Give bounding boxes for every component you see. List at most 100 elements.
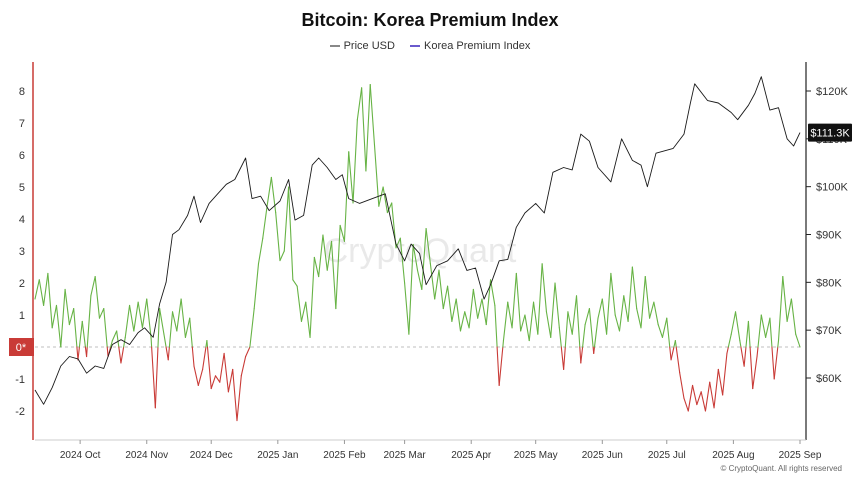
korea-premium-segment xyxy=(696,391,702,406)
left-tick-label: 7 xyxy=(19,118,25,130)
korea-premium-segment xyxy=(202,346,207,370)
legend-item-price[interactable]: Price USD xyxy=(329,40,395,52)
korea-premium-segment xyxy=(571,295,578,335)
korea-premium-segment xyxy=(739,340,742,348)
watermark-text: CryptoQuant xyxy=(324,232,517,270)
korea-premium-segment xyxy=(257,237,264,265)
korea-premium-segment xyxy=(51,304,58,329)
korea-premium-segment xyxy=(575,295,581,348)
x-tick-label: 2025 May xyxy=(514,450,558,461)
korea-premium-segment xyxy=(498,346,504,386)
korea-premium-segment xyxy=(757,314,762,348)
korea-premium-segment xyxy=(129,304,135,332)
korea-premium-segment xyxy=(520,314,526,332)
korea-premium-segment xyxy=(219,352,225,383)
korea-premium-segment xyxy=(47,272,53,329)
korea-premium-segment xyxy=(734,311,741,342)
korea-premium-segment xyxy=(687,384,694,412)
korea-premium-segment xyxy=(653,301,659,326)
x-tick-label: 2025 Feb xyxy=(323,450,366,461)
korea-premium-segment xyxy=(545,311,552,338)
korea-premium-segment xyxy=(666,317,671,348)
korea-premium-segment xyxy=(64,288,70,326)
korea-premium-segment xyxy=(563,346,566,370)
korea-premium-segment xyxy=(524,314,530,342)
korea-premium-segment xyxy=(692,384,698,406)
korea-premium-segment xyxy=(283,186,290,252)
zero-label: 0* xyxy=(16,342,27,354)
korea-premium-segment xyxy=(515,272,522,332)
korea-premium-segment xyxy=(137,301,143,329)
korea-premium-segment xyxy=(232,368,238,422)
right-tick-label: $70K xyxy=(816,325,842,337)
korea-premium-segment xyxy=(795,333,801,348)
korea-premium-segment xyxy=(558,327,562,348)
korea-premium-segment xyxy=(631,266,638,310)
korea-premium-segment xyxy=(318,234,324,278)
korea-premium-segment xyxy=(38,279,45,306)
korea-premium-segment xyxy=(730,311,737,335)
korea-premium-segment xyxy=(408,244,414,335)
korea-premium-segment xyxy=(180,298,186,338)
korea-premium-segment xyxy=(425,228,431,265)
korea-premium-segment xyxy=(704,381,711,412)
korea-premium-segment xyxy=(752,356,758,390)
current-price-label: $111.3K xyxy=(810,128,850,140)
korea-premium-segment xyxy=(610,272,616,316)
korea-premium-segment xyxy=(68,308,75,326)
korea-premium-segment xyxy=(378,186,384,207)
korea-premium-segment xyxy=(279,250,285,262)
korea-premium-segment xyxy=(78,320,83,348)
korea-premium-segment xyxy=(141,298,148,329)
korea-premium-segment xyxy=(150,336,153,348)
korea-premium-segment xyxy=(477,298,483,319)
korea-premium-segment xyxy=(296,285,303,322)
korea-premium-segment xyxy=(614,314,621,332)
korea-premium-segment xyxy=(43,272,49,306)
x-tick-label: 2025 Aug xyxy=(712,450,754,461)
korea-premium-segment xyxy=(502,340,505,348)
x-tick-label: 2025 Jul xyxy=(648,450,686,461)
legend-label-korea-premium: Korea Premium Index xyxy=(424,40,531,52)
korea-premium-segment xyxy=(86,346,88,358)
x-tick-label: 2025 Jun xyxy=(582,450,623,461)
korea-premium-segment xyxy=(593,346,596,354)
korea-premium-segment xyxy=(726,346,729,354)
korea-premium-segment xyxy=(749,346,754,390)
korea-premium-segment xyxy=(326,240,333,271)
korea-premium-segment xyxy=(412,244,419,271)
korea-premium-segment xyxy=(554,282,560,329)
korea-premium-segment xyxy=(339,224,345,242)
korea-premium-segment xyxy=(352,119,358,204)
korea-premium-segment xyxy=(623,295,629,322)
korea-premium-segment xyxy=(507,301,513,329)
korea-premium-segment xyxy=(106,346,109,358)
left-tick-label: 5 xyxy=(19,182,25,194)
korea-premium-segment xyxy=(404,282,410,335)
korea-premium-segment xyxy=(133,301,139,332)
korea-premium-segment xyxy=(567,311,573,335)
right-tick-label: $90K xyxy=(816,230,842,242)
korea-premium-segment xyxy=(206,346,212,390)
korea-premium-segment xyxy=(118,346,122,364)
korea-premium-segment xyxy=(154,346,159,409)
korea-premium-segment xyxy=(116,330,120,348)
korea-premium-segment xyxy=(86,295,92,348)
korea-premium-segment xyxy=(123,336,126,348)
korea-premium-segment xyxy=(661,317,668,338)
zero-badge xyxy=(9,338,34,356)
korea-premium-segment xyxy=(348,151,354,204)
korea-premium-segment xyxy=(447,285,453,322)
korea-premium-segment xyxy=(700,391,706,412)
korea-premium-segment xyxy=(266,176,272,207)
left-tick-label: 4 xyxy=(19,214,25,226)
korea-premium-segment xyxy=(386,202,393,214)
legend-item-korea-premium[interactable]: Korea Premium Index xyxy=(410,40,530,52)
korea-premium-segment xyxy=(124,304,131,338)
korea-premium-segment xyxy=(532,301,539,335)
left-tick-label: 2 xyxy=(19,278,25,290)
korea-premium-segment xyxy=(120,346,125,364)
korea-premium-segment xyxy=(760,314,767,338)
korea-premium-segment xyxy=(184,317,191,338)
korea-premium-segment xyxy=(769,317,773,348)
